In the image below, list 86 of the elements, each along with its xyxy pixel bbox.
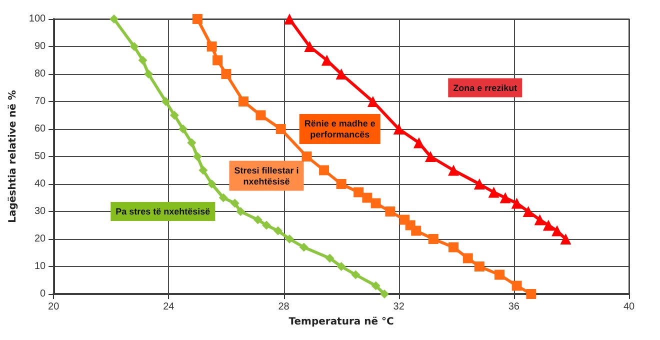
point [380, 290, 389, 298]
point [198, 166, 208, 175]
x-tick-label: 20 [48, 302, 60, 312]
point [236, 207, 246, 216]
point [170, 110, 179, 120]
y-tick-label: 60 [34, 124, 46, 134]
annotation: Zona e rrezikut [453, 82, 518, 93]
point [187, 138, 196, 148]
x-tick-label: 28 [278, 302, 290, 312]
annotation: Stresi fillestar i nxehtësisë [234, 165, 299, 186]
point [448, 242, 458, 252]
x-tick-label: 36 [508, 302, 520, 312]
point [336, 262, 346, 271]
point [256, 110, 266, 120]
point [285, 234, 294, 244]
y-tick-label: 10 [34, 261, 46, 272]
annotation: Rënie e madhe e performancës [304, 118, 376, 140]
point [138, 56, 148, 65]
point [144, 70, 154, 78]
point [393, 124, 404, 134]
point [161, 97, 170, 106]
x-tick-label: 24 [163, 302, 175, 312]
point [522, 206, 534, 217]
point [336, 179, 346, 189]
y-axis-title: Lagështia relative në % [8, 90, 18, 223]
y-tick-label: 30 [34, 206, 46, 217]
point [304, 41, 316, 52]
point [192, 152, 202, 161]
point [110, 14, 119, 24]
x-axis-title: Temperatura në °C [288, 316, 394, 328]
point [302, 152, 312, 162]
point [542, 220, 554, 231]
point [321, 54, 332, 66]
point [494, 270, 505, 280]
point [273, 226, 282, 236]
point [474, 262, 484, 272]
point [354, 187, 364, 198]
point [488, 186, 500, 198]
point [336, 68, 347, 80]
point [253, 215, 262, 224]
y-tick-label: 70 [34, 96, 46, 107]
point [560, 234, 572, 244]
point [206, 42, 217, 52]
point [448, 164, 459, 176]
point [462, 253, 473, 264]
point [230, 198, 240, 208]
y-tick-label: 20 [34, 234, 46, 244]
point [371, 281, 380, 290]
point [511, 198, 522, 209]
point [526, 289, 536, 299]
y-tick-label: 80 [34, 68, 46, 80]
point [262, 220, 271, 230]
point [413, 137, 424, 148]
point [221, 69, 232, 79]
point [299, 242, 308, 252]
y-tick-label: 0 [40, 288, 46, 300]
point [192, 14, 202, 24]
point [218, 193, 228, 202]
annotation: Pa stres të nxehtësisë [116, 206, 210, 216]
point [411, 226, 422, 236]
point [178, 124, 188, 134]
point [212, 55, 223, 66]
y-tick-label: 90 [34, 41, 46, 52]
x-tick-label: 40 [623, 302, 635, 312]
point [385, 206, 396, 216]
point [362, 192, 372, 203]
point [500, 192, 511, 204]
point [238, 96, 248, 106]
point [276, 124, 286, 134]
point [474, 178, 485, 190]
x-tick-label: 32 [393, 302, 405, 312]
point [367, 96, 378, 107]
y-tick-label: 50 [34, 151, 46, 162]
point [130, 42, 139, 51]
y-tick-label: 100 [28, 14, 46, 24]
point [370, 198, 381, 208]
point [351, 270, 360, 280]
point [424, 151, 436, 162]
point [319, 165, 330, 176]
point [428, 234, 438, 244]
point [512, 280, 522, 291]
y-tick-label: 40 [34, 178, 46, 190]
point [325, 254, 334, 263]
point [534, 214, 546, 226]
point [207, 180, 216, 188]
point [284, 14, 296, 24]
